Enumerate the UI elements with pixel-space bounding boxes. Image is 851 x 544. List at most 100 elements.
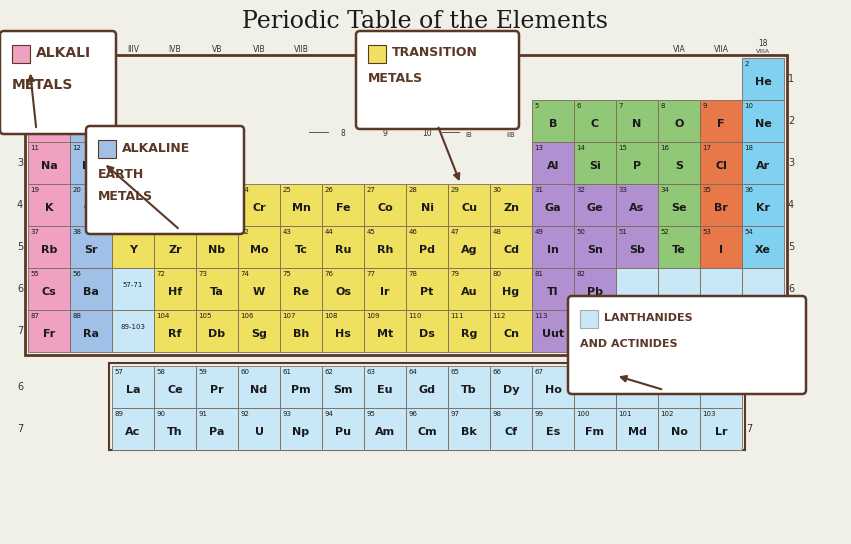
Text: 35: 35 xyxy=(702,187,711,193)
Text: Lu: Lu xyxy=(713,385,728,395)
Text: Be: Be xyxy=(83,119,99,129)
Text: Cu: Cu xyxy=(461,203,477,213)
Text: As: As xyxy=(630,203,644,213)
Text: Db: Db xyxy=(208,329,226,339)
Text: Fe: Fe xyxy=(336,203,351,213)
FancyBboxPatch shape xyxy=(532,184,574,226)
FancyBboxPatch shape xyxy=(490,366,532,408)
Text: 21: 21 xyxy=(115,187,123,193)
Text: F: F xyxy=(717,119,725,129)
Text: 14: 14 xyxy=(576,145,585,151)
FancyBboxPatch shape xyxy=(112,310,154,352)
FancyBboxPatch shape xyxy=(322,366,364,408)
Text: Mn: Mn xyxy=(292,203,311,213)
Text: 1: 1 xyxy=(31,60,35,66)
Text: Sn: Sn xyxy=(587,245,603,255)
Text: 88: 88 xyxy=(72,312,82,318)
Text: 28: 28 xyxy=(408,187,417,193)
Text: C: C xyxy=(591,119,599,129)
Text: Zr: Zr xyxy=(168,245,182,255)
Text: Th: Th xyxy=(167,428,183,437)
FancyBboxPatch shape xyxy=(322,408,364,450)
FancyBboxPatch shape xyxy=(70,310,112,352)
Text: Pa: Pa xyxy=(209,428,225,437)
Text: 4: 4 xyxy=(72,102,77,108)
FancyBboxPatch shape xyxy=(112,268,154,310)
Text: 34: 34 xyxy=(660,187,670,193)
Text: Yb: Yb xyxy=(671,385,687,395)
FancyBboxPatch shape xyxy=(658,142,700,184)
Text: 47: 47 xyxy=(450,228,460,234)
FancyBboxPatch shape xyxy=(532,100,574,142)
Text: 8: 8 xyxy=(340,129,346,138)
Bar xyxy=(98,140,116,158)
FancyBboxPatch shape xyxy=(364,268,406,310)
Text: 25: 25 xyxy=(283,187,291,193)
Text: Ni: Ni xyxy=(420,203,433,213)
Text: 13: 13 xyxy=(534,145,544,151)
Text: Zn: Zn xyxy=(503,203,519,213)
Text: 7: 7 xyxy=(17,326,23,336)
Text: 6: 6 xyxy=(746,382,752,392)
FancyBboxPatch shape xyxy=(406,268,448,310)
Text: 104: 104 xyxy=(157,312,170,318)
Text: 109: 109 xyxy=(367,312,380,318)
Text: Pm: Pm xyxy=(291,385,311,395)
Text: Ge: Ge xyxy=(586,203,603,213)
Text: 6: 6 xyxy=(576,102,581,108)
Text: 74: 74 xyxy=(241,270,249,276)
Text: 90: 90 xyxy=(157,411,165,417)
FancyBboxPatch shape xyxy=(616,100,658,142)
Text: Pr: Pr xyxy=(210,385,224,395)
Text: 16: 16 xyxy=(660,145,670,151)
FancyBboxPatch shape xyxy=(28,226,70,268)
FancyBboxPatch shape xyxy=(532,142,574,184)
Text: Cd: Cd xyxy=(503,245,519,255)
Text: 10: 10 xyxy=(422,129,431,138)
Text: H: H xyxy=(44,77,54,88)
Text: VII: VII xyxy=(380,122,390,131)
Text: 22: 22 xyxy=(157,187,165,193)
Text: Ti: Ti xyxy=(169,203,180,213)
FancyBboxPatch shape xyxy=(322,268,364,310)
Text: 7: 7 xyxy=(788,326,794,336)
FancyBboxPatch shape xyxy=(322,184,364,226)
Text: Sc: Sc xyxy=(126,203,140,213)
Text: 65: 65 xyxy=(450,368,460,374)
Text: 46: 46 xyxy=(408,228,417,234)
Text: 11: 11 xyxy=(31,145,39,151)
Bar xyxy=(12,45,30,63)
FancyBboxPatch shape xyxy=(406,184,448,226)
Text: 112: 112 xyxy=(493,312,505,318)
Text: VIIIA: VIIIA xyxy=(756,49,770,54)
FancyBboxPatch shape xyxy=(364,226,406,268)
Text: Sg: Sg xyxy=(251,329,267,339)
Text: Pd: Pd xyxy=(419,245,435,255)
Text: 98: 98 xyxy=(493,411,501,417)
Text: TRANSITION: TRANSITION xyxy=(392,46,478,59)
Text: Hs: Hs xyxy=(335,329,351,339)
Text: 5: 5 xyxy=(788,242,794,252)
FancyBboxPatch shape xyxy=(238,226,280,268)
FancyBboxPatch shape xyxy=(742,310,784,352)
FancyBboxPatch shape xyxy=(574,408,616,450)
Text: Uut: Uut xyxy=(542,329,564,339)
Text: 7: 7 xyxy=(17,424,23,434)
Text: 59: 59 xyxy=(198,368,208,374)
Text: 5: 5 xyxy=(534,102,539,108)
Text: 97: 97 xyxy=(450,411,460,417)
Text: Te: Te xyxy=(672,245,686,255)
Text: 82: 82 xyxy=(576,270,585,276)
FancyBboxPatch shape xyxy=(658,366,700,408)
Text: 1: 1 xyxy=(17,74,23,84)
Text: Ac: Ac xyxy=(125,428,140,437)
FancyBboxPatch shape xyxy=(574,268,616,310)
FancyBboxPatch shape xyxy=(280,408,322,450)
Text: Tm: Tm xyxy=(627,385,647,395)
Text: 80: 80 xyxy=(493,270,501,276)
Text: 67: 67 xyxy=(534,368,544,374)
FancyBboxPatch shape xyxy=(742,268,784,310)
Text: 64: 64 xyxy=(408,368,417,374)
FancyBboxPatch shape xyxy=(658,408,700,450)
Text: 69: 69 xyxy=(619,368,627,374)
